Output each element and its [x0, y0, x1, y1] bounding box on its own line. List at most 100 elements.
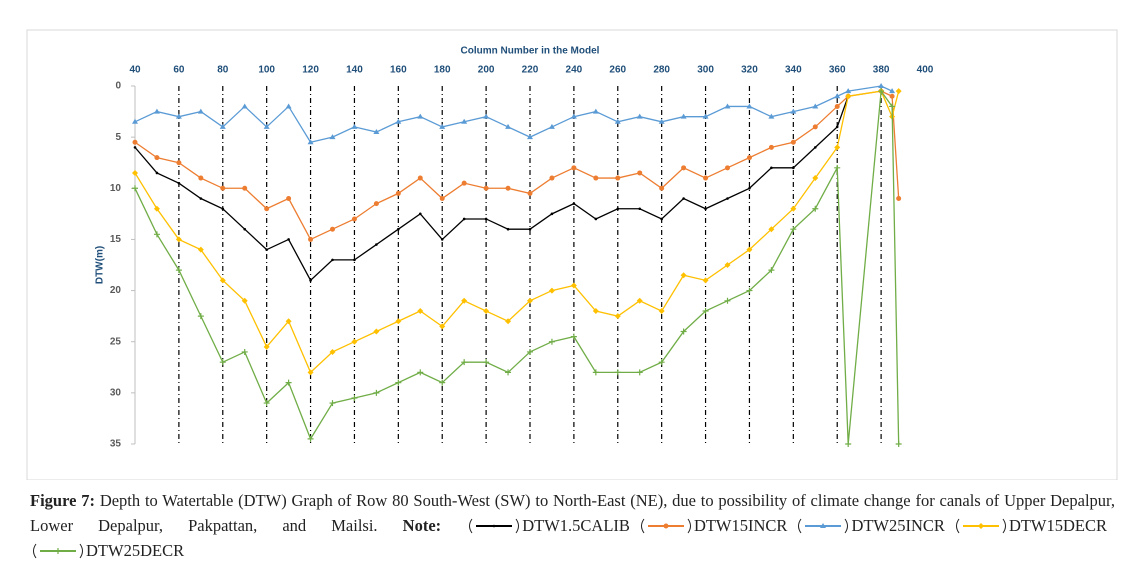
chart: Column Number in the Model DTW(m) 40 60 80… [26, 29, 1118, 480]
marker [461, 180, 467, 186]
marker [330, 226, 335, 232]
marker [154, 155, 160, 161]
marker [527, 348, 533, 355]
marker [660, 217, 663, 221]
marker [549, 175, 555, 181]
y-tick-label: 10 [110, 183, 122, 194]
marker [658, 308, 665, 315]
marker [790, 108, 797, 114]
marker [896, 196, 902, 202]
series [132, 88, 902, 376]
marker [505, 318, 512, 325]
chart-frame [26, 29, 1118, 480]
marker [177, 181, 181, 185]
marker [286, 196, 292, 202]
marker [878, 83, 885, 88]
marker [615, 175, 621, 181]
x-tick-label: 240 [566, 65, 583, 76]
marker [155, 171, 159, 175]
legend-swatch [955, 518, 1006, 534]
y-tick-label: 0 [115, 81, 121, 92]
legend-swatch [640, 518, 691, 534]
marker [462, 217, 466, 221]
marker [483, 113, 490, 119]
marker [636, 297, 643, 304]
x-tick-label: 320 [741, 65, 758, 76]
marker [285, 379, 292, 386]
marker [395, 379, 402, 386]
marker [373, 328, 380, 335]
legend-label: DTW15INCR [693, 516, 788, 535]
marker [241, 297, 248, 304]
y-tick-label: 25 [110, 336, 122, 347]
marker [792, 166, 795, 170]
legend-marker [492, 524, 496, 528]
marker [132, 118, 138, 124]
legend-item: DTW15DECR [953, 513, 1107, 538]
legend-swatch [798, 518, 849, 534]
marker [702, 113, 709, 119]
marker [834, 93, 841, 99]
marker [263, 343, 270, 350]
y-tick-label: 20 [110, 285, 122, 296]
series-line [134, 85, 893, 143]
marker [594, 217, 598, 221]
marker [768, 144, 774, 150]
marker [724, 297, 731, 304]
marker [197, 313, 204, 320]
marker [285, 318, 292, 325]
marker [681, 165, 687, 171]
marker [132, 139, 138, 145]
marker [265, 248, 268, 251]
legend-item: DTW25DECR [30, 538, 184, 563]
marker [329, 134, 336, 140]
marker [220, 185, 226, 191]
marker [845, 88, 852, 94]
marker [439, 379, 446, 386]
marker [614, 313, 621, 320]
series-line [134, 96, 849, 282]
marker [176, 160, 182, 166]
marker [895, 441, 902, 447]
marker [725, 165, 730, 171]
marker [331, 258, 334, 262]
marker [726, 197, 729, 200]
marker [680, 328, 687, 335]
marker [637, 170, 643, 176]
marker [395, 190, 401, 196]
marker [461, 118, 468, 124]
marker [746, 103, 753, 109]
x-axis-title: Column Number in the Model [461, 46, 600, 57]
marker [263, 400, 270, 407]
marker [175, 113, 182, 119]
marker [307, 435, 314, 442]
marker [395, 318, 402, 325]
legend-marker [55, 548, 61, 554]
x-tick-label: 260 [609, 65, 626, 76]
marker [746, 287, 753, 294]
marker [614, 369, 621, 376]
marker [132, 169, 138, 176]
caption-note: Note: [402, 516, 442, 535]
marker [724, 103, 731, 109]
marker [351, 216, 357, 222]
marker [505, 369, 512, 376]
marker [133, 146, 137, 149]
marker [813, 146, 817, 149]
marker [351, 123, 358, 129]
marker [397, 227, 400, 231]
y-tick-label: 5 [115, 132, 121, 143]
marker [197, 246, 204, 253]
marker [307, 139, 314, 145]
marker [724, 262, 731, 268]
marker [592, 108, 599, 114]
marker [812, 124, 818, 130]
marker [417, 308, 424, 315]
marker [748, 186, 751, 190]
legend-item: DTW1.5CALIB [466, 513, 630, 538]
marker [373, 389, 380, 396]
y-tick-label: 15 [110, 234, 122, 245]
marker [439, 123, 446, 129]
marker [571, 165, 577, 171]
